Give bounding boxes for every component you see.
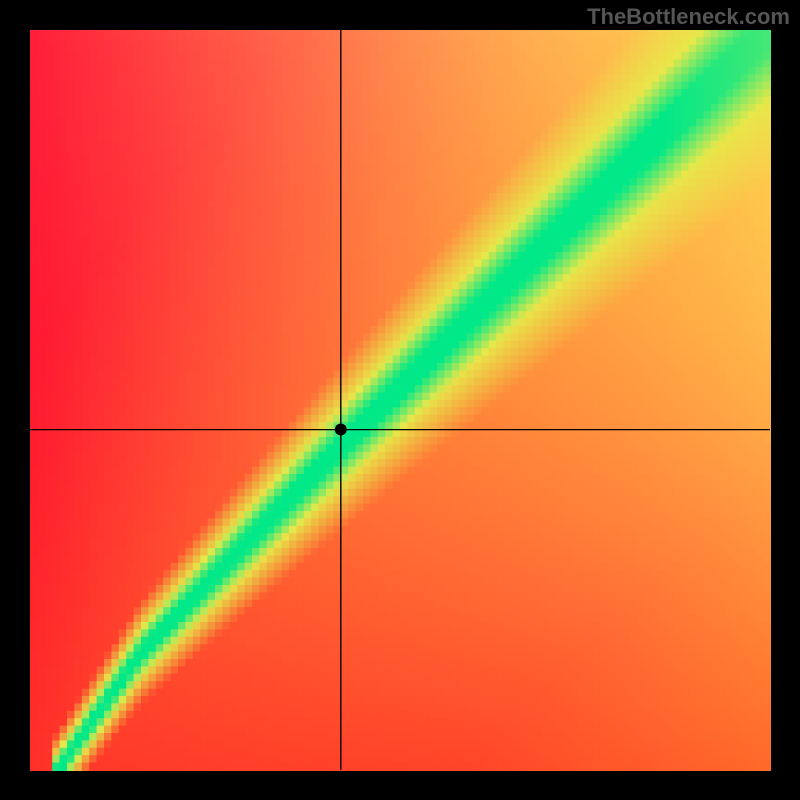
chart-container: TheBottleneck.com bbox=[0, 0, 800, 800]
watermark-text: TheBottleneck.com bbox=[587, 4, 790, 30]
bottleneck-heatmap bbox=[0, 0, 800, 800]
